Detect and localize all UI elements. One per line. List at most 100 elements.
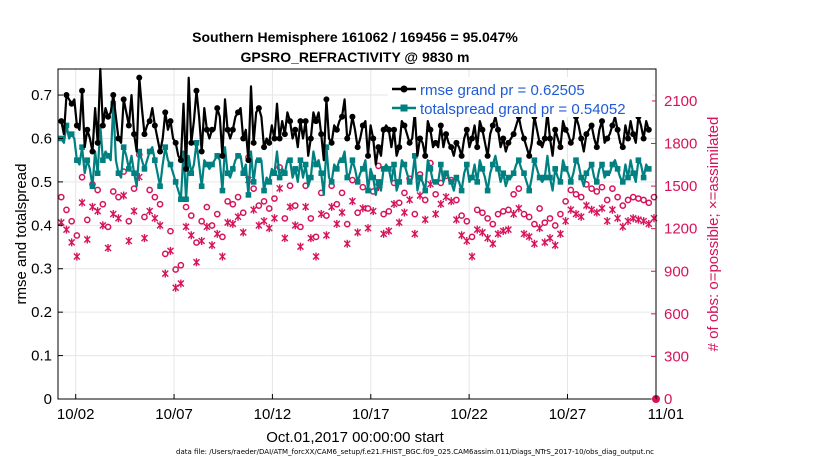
rmse-point [302, 118, 309, 125]
assimilated-point [218, 252, 226, 261]
totalspread-point [500, 170, 507, 177]
possible-point [109, 188, 117, 195]
rmse-point [141, 131, 148, 138]
totalspread-point [469, 174, 475, 181]
totalspread-point [495, 166, 501, 172]
assimilated-point [411, 229, 419, 238]
assimilated-point [458, 231, 466, 240]
rmse-point [120, 96, 127, 103]
totalspread-point [250, 179, 257, 185]
totalspread-point [209, 161, 215, 168]
assimilated-point [484, 234, 492, 243]
possible-point [577, 193, 585, 201]
possible-point [572, 190, 580, 198]
assimilated-point [322, 231, 330, 240]
rmse-point [79, 87, 86, 94]
possible-point [156, 200, 164, 208]
rmse-point [396, 144, 403, 151]
assimilated-point [603, 217, 611, 226]
assimilated-point [213, 229, 221, 238]
possible-point [614, 193, 621, 201]
rmse-point [177, 157, 184, 164]
possible-point [213, 210, 221, 218]
possible-point [83, 216, 91, 224]
totalspread-point [505, 174, 512, 181]
rmse-point [271, 135, 278, 142]
assimilated-point [328, 202, 336, 211]
assimilated-point [276, 184, 284, 193]
rmse-point [115, 135, 122, 142]
totalspread-point [635, 157, 642, 163]
y-left-tick-label: 0 [44, 391, 52, 408]
possible-point [182, 203, 190, 211]
totalspread-point [193, 140, 200, 146]
totalspread-point [557, 179, 564, 185]
possible-point [115, 193, 122, 201]
totalspread-point [599, 161, 605, 168]
rmse-point [261, 144, 268, 151]
possible-point [380, 210, 387, 218]
totalspread-point [198, 183, 205, 190]
possible-point [94, 186, 102, 194]
assimilated-point [598, 204, 606, 213]
totalspread-point [287, 157, 293, 163]
rmse-point [276, 135, 283, 142]
possible-point [99, 200, 107, 208]
possible-point [333, 200, 341, 208]
possible-point [567, 186, 575, 194]
assimilated-point [504, 225, 512, 234]
possible-point [619, 202, 627, 209]
possible-point [609, 185, 616, 192]
possible-point [281, 215, 289, 222]
possible-point [312, 233, 320, 241]
totalspread-point [386, 166, 392, 172]
rmse-point [297, 118, 304, 125]
assimilated-point [520, 229, 528, 238]
possible-point [57, 193, 65, 201]
rmse-point [406, 139, 413, 146]
assimilated-point [120, 191, 128, 200]
possible-point [598, 183, 606, 191]
y-left-tick-label: 0.4 [31, 217, 52, 234]
possible-point [557, 210, 564, 218]
totalspread-point [516, 157, 522, 163]
totalspread-point [256, 157, 262, 163]
possible-point [505, 206, 512, 214]
possible-point [463, 217, 471, 225]
possible-point [167, 227, 174, 235]
y-right-tick-label: 1500 [664, 178, 697, 195]
x-tick-label: 11/01 [648, 406, 684, 423]
possible-point [525, 213, 533, 221]
totalspread-point [458, 187, 465, 194]
possible-point [78, 173, 86, 181]
rmse-point [58, 118, 65, 125]
possible-point [635, 195, 642, 202]
rmse-point [557, 144, 564, 151]
totalspread-point [266, 179, 273, 185]
totalspread-point [552, 166, 559, 172]
totalspread-point [141, 166, 148, 172]
rmse-point [281, 131, 288, 138]
rmse-point [510, 131, 517, 138]
possible-point [286, 182, 294, 190]
possible-point [593, 188, 601, 195]
rmse-point [131, 131, 138, 138]
assimilated-point [562, 217, 570, 226]
rmse-point [94, 139, 101, 146]
y-left-tick-label: 0.3 [31, 261, 52, 278]
totalspread-point [542, 174, 548, 181]
assimilated-point [624, 217, 632, 226]
possible-point [219, 233, 226, 241]
assimilated-point [265, 224, 273, 233]
possible-point [375, 162, 382, 170]
rmse-point [547, 135, 554, 142]
rmse-point [448, 144, 455, 151]
rmse-point [567, 139, 574, 146]
assimilated-point [577, 212, 585, 221]
totalspread-point [604, 170, 611, 177]
rmse-point [307, 135, 314, 142]
rmse-point [469, 135, 476, 142]
assimilated-point [312, 252, 320, 261]
totalspread-point [417, 174, 423, 181]
rmse-point [240, 135, 247, 142]
